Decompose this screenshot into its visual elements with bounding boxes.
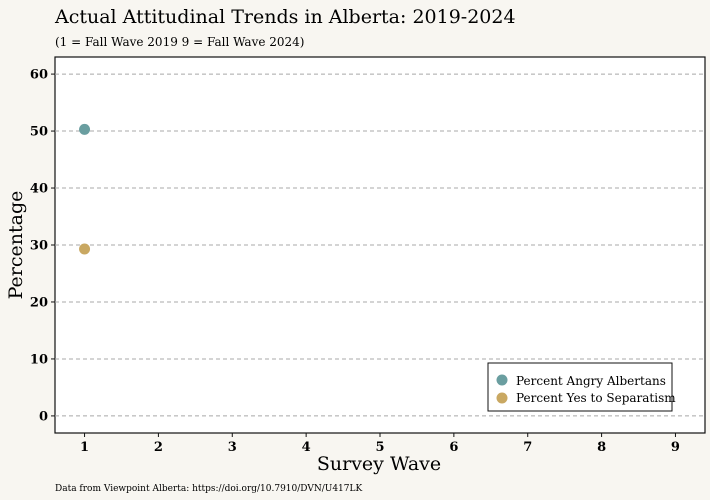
x-tick-label: 8 [597, 440, 606, 455]
y-axis-ticks: 0 10 20 30 40 50 60 [30, 68, 55, 424]
legend-marker-separatism [496, 392, 508, 404]
y-axis-title: Percentage [5, 191, 27, 300]
source-note: Data from Viewpoint Alberta: https://doi… [55, 484, 362, 494]
data-point-angry [79, 123, 91, 135]
y-tick-label: 20 [30, 295, 48, 310]
x-tick-label: 7 [523, 440, 532, 455]
legend-box [487, 362, 673, 412]
legend-label-separatism: Percent Yes to Separatism [516, 391, 676, 405]
x-tick-label: 3 [228, 440, 237, 455]
y-tick-label: 60 [30, 68, 48, 83]
x-tick-label: 4 [302, 440, 311, 455]
y-tick-label: 40 [30, 182, 48, 197]
x-tick-label: 6 [449, 440, 458, 455]
x-tick-label: 2 [154, 440, 163, 455]
x-axis-ticks: 1 2 3 4 5 6 7 8 9 [80, 433, 680, 455]
data-points [79, 123, 91, 255]
grid-lines [55, 73, 705, 417]
legend: Percent Angry Albertans Percent Yes to S… [487, 362, 676, 412]
legend-marker-angry [496, 374, 508, 386]
x-tick-label: 1 [80, 440, 89, 455]
y-tick-label: 30 [30, 239, 48, 254]
y-tick-label: 0 [39, 409, 48, 424]
x-axis-title: Survey Wave [317, 453, 441, 475]
x-tick-label: 5 [375, 440, 384, 455]
data-point-separatism [79, 243, 91, 255]
y-tick-label: 50 [30, 125, 48, 140]
legend-label-angry: Percent Angry Albertans [516, 374, 666, 388]
chart-title: Actual Attitudinal Trends in Alberta: 20… [54, 6, 516, 28]
y-tick-label: 10 [30, 352, 48, 367]
x-tick-label: 9 [671, 440, 680, 455]
chart-subtitle: (1 = Fall Wave 2019 9 = Fall Wave 2024) [55, 35, 305, 49]
